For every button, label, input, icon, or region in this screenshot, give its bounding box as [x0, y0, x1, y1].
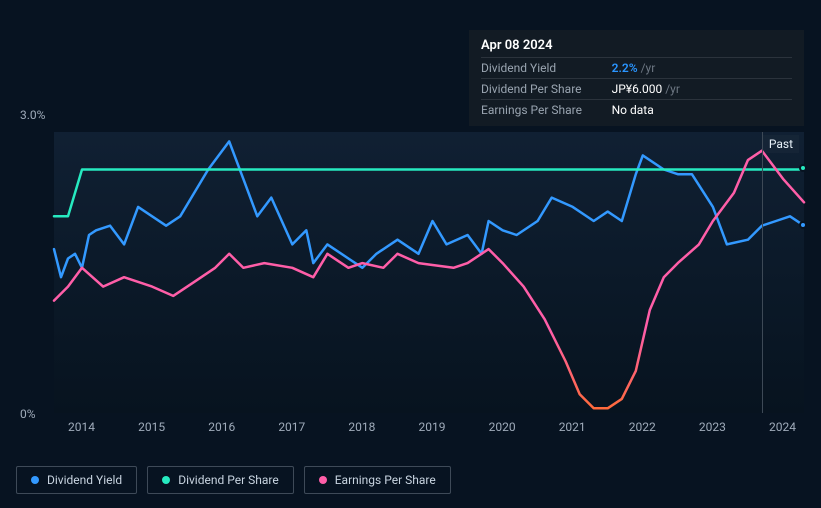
legend-label-1: Dividend Per Share — [178, 473, 279, 487]
legend-swatch-0 — [31, 476, 39, 484]
chart-svg — [0, 0, 821, 508]
series-0-end-dot — [799, 221, 807, 229]
x-tick-2018: 2018 — [348, 420, 375, 434]
x-tick-2017: 2017 — [278, 420, 305, 434]
series-1 — [54, 170, 804, 217]
series-0 — [54, 141, 804, 277]
x-tick-2015: 2015 — [138, 420, 165, 434]
x-tick-2021: 2021 — [559, 420, 586, 434]
legend-item-dividend-yield[interactable]: Dividend Yield — [16, 466, 137, 494]
series-2 — [54, 151, 804, 409]
legend-swatch-1 — [162, 476, 170, 484]
legend-item-earnings-per-share[interactable]: Earnings Per Share — [304, 466, 451, 494]
x-tick-2014: 2014 — [68, 420, 95, 434]
x-tick-2022: 2022 — [629, 420, 656, 434]
legend-item-dividend-per-share[interactable]: Dividend Per Share — [147, 466, 294, 494]
legend: Dividend Yield Dividend Per Share Earnin… — [16, 466, 451, 494]
legend-label-2: Earnings Per Share — [335, 473, 436, 487]
hover-vline — [762, 132, 763, 413]
x-tick-2019: 2019 — [419, 420, 446, 434]
legend-swatch-2 — [319, 476, 327, 484]
x-tick-2016: 2016 — [208, 420, 235, 434]
x-tick-2020: 2020 — [489, 420, 516, 434]
legend-label-0: Dividend Yield — [47, 473, 122, 487]
x-tick-2023: 2023 — [699, 420, 726, 434]
x-tick-2024: 2024 — [769, 420, 796, 434]
